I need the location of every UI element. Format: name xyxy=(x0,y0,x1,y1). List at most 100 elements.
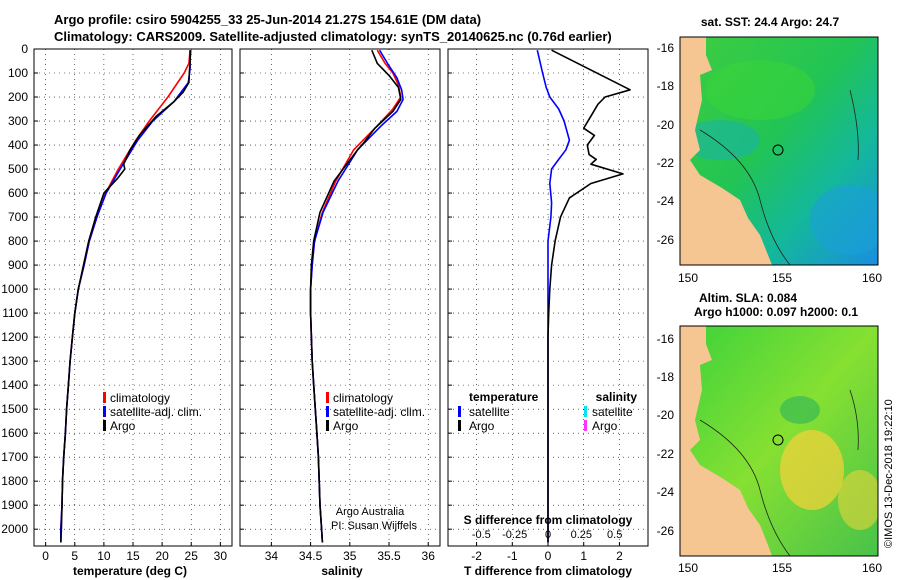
credit-pi: PI: Susan Wijffels xyxy=(331,520,417,532)
series-line-t-satellite xyxy=(536,50,571,543)
title-line-1: Argo profile: csiro 5904255_33 25-Jun-20… xyxy=(54,12,481,27)
x-tick-label: 2 xyxy=(616,549,623,563)
temperature-axis-label: temperature (deg C) xyxy=(73,564,187,578)
legend-swatch-satellite xyxy=(103,406,106,417)
legend-swatch-t-argo xyxy=(458,420,461,431)
lat-tick-label: -22 xyxy=(657,156,675,170)
series-line-argo xyxy=(309,49,402,543)
argo-position-marker xyxy=(772,434,784,446)
temperature-legend: climatology satellite-adj. clim. Argo xyxy=(103,391,202,433)
x-tick-label: 5 xyxy=(71,549,78,563)
depth-tick-label: 900 xyxy=(8,258,28,272)
salinity-legend: climatology satellite-adj. clim. Argo Ar… xyxy=(326,391,425,532)
legend-label-t-argo: Argo xyxy=(469,419,495,433)
legend-label-satellite: satellite-adj. clim. xyxy=(110,405,202,419)
legend-label-climatology: climatology xyxy=(110,391,170,405)
sla-map-title-1: Altim. SLA: 0.084 xyxy=(699,291,797,305)
depth-tick-label: 1400 xyxy=(1,378,28,392)
legend-swatch-climatology xyxy=(326,392,329,403)
depth-tick-label: 1800 xyxy=(1,474,28,488)
lon-tick-label: 150 xyxy=(678,271,698,285)
sst-map xyxy=(679,36,879,266)
legend-label-s-satellite: satellite xyxy=(592,405,633,419)
legend-swatch-argo xyxy=(326,420,329,431)
depth-tick-label: 1300 xyxy=(1,354,28,368)
imos-credit: ©IMOS 13-Dec-2018 19:22:10 xyxy=(883,399,895,548)
australia-landmass xyxy=(680,37,772,265)
depth-tick-label: 500 xyxy=(8,162,28,176)
legend-label-argo: Argo xyxy=(333,419,359,433)
legend-title-salinity: salinity xyxy=(596,390,638,404)
depth-tick-label: 1700 xyxy=(1,450,28,464)
depth-tick-label: 1500 xyxy=(1,402,28,416)
depth-tick-label: 800 xyxy=(8,234,28,248)
credit-argo-australia: Argo Australia xyxy=(336,506,405,518)
depth-tick-label: 0 xyxy=(21,42,28,56)
sla-map xyxy=(679,325,879,557)
s-diff-tick-label: 0.25 xyxy=(571,529,592,541)
bathymetry-contour xyxy=(699,419,791,556)
s-diff-tick-label: -0.25 xyxy=(502,529,527,541)
x-tick-label: 10 xyxy=(97,549,111,563)
x-tick-label: 35 xyxy=(343,549,357,563)
depth-axis: 0 100 200 300 400 500 600 700 800 900 1000 1100 1200… xyxy=(1,42,452,536)
lon-tick-label: 160 xyxy=(862,561,882,575)
legend-swatch-argo xyxy=(103,420,106,431)
salinity-axis-label: salinity xyxy=(321,564,363,578)
depth-tick-label: 1000 xyxy=(1,282,28,296)
s-diff-tick-label: 0.5 xyxy=(607,529,622,541)
sla-map-title-2: Argo h1000: 0.097 h2000: 0.1 xyxy=(694,305,858,319)
lat-tick-label: -20 xyxy=(657,118,675,132)
s-diff-tick-label: 0 xyxy=(545,529,551,541)
x-tick-label: 0 xyxy=(545,549,552,563)
s-difference-axis-label: S difference from climatology xyxy=(464,513,633,527)
lon-tick-label: 155 xyxy=(772,561,792,575)
x-tick-label: 34 xyxy=(265,549,279,563)
depth-tick-label: 1900 xyxy=(1,498,28,512)
series-line-t-argo xyxy=(547,49,631,543)
lon-tick-label: 155 xyxy=(772,271,792,285)
lat-tick-label: -20 xyxy=(657,408,675,422)
legend-swatch-s-satellite xyxy=(584,406,587,417)
x-tick-label: -2 xyxy=(471,549,482,563)
series-layer xyxy=(59,49,631,543)
legend-title-temperature: temperature xyxy=(469,390,539,404)
lat-tick-label: -16 xyxy=(657,332,675,346)
legend-swatch-t-satellite xyxy=(458,406,461,417)
depth-tick-label: 300 xyxy=(8,114,28,128)
lat-tick-label: -24 xyxy=(657,485,675,499)
depth-tick-label: 400 xyxy=(8,138,28,152)
depth-tick-label: 200 xyxy=(8,90,28,104)
legend-label-s-argo: Argo xyxy=(592,419,618,433)
legend-swatch-s-argo xyxy=(584,420,587,431)
bathymetry-contour xyxy=(699,129,791,265)
legend-swatch-satellite xyxy=(326,406,329,417)
lat-tick-label: -18 xyxy=(657,79,675,93)
x-tick-label: 15 xyxy=(126,549,140,563)
sst-map-title: sat. SST: 24.4 Argo: 24.7 xyxy=(701,15,840,29)
legend-label-climatology: climatology xyxy=(333,391,393,405)
legend-label-satellite: satellite-adj. clim. xyxy=(333,405,425,419)
argo-position-marker xyxy=(772,144,784,156)
lat-tick-label: -26 xyxy=(657,233,675,247)
x-tick-label: -1 xyxy=(507,549,518,563)
lon-tick-label: 160 xyxy=(862,271,882,285)
depth-tick-label: 600 xyxy=(8,186,28,200)
s-diff-tick-label: -0.5 xyxy=(472,529,491,541)
legend-swatch-climatology xyxy=(103,392,106,403)
title-line-2: Climatology: CARS2009. Satellite-adjuste… xyxy=(54,29,612,44)
x-tick-label: 30 xyxy=(214,549,228,563)
grid-layer xyxy=(34,48,648,546)
depth-tick-label: 1600 xyxy=(1,426,28,440)
t-difference-axis-label: T difference from climatology xyxy=(464,564,632,578)
depth-tick-label: 2000 xyxy=(1,522,28,536)
series-line-climatology xyxy=(309,49,402,543)
lat-tick-label: -16 xyxy=(657,41,675,55)
x-tick-label: 0 xyxy=(42,549,49,563)
sst-lon-ticks: 150 155 160 xyxy=(678,271,882,285)
australia-landmass xyxy=(680,326,772,556)
depth-tick-label: 1200 xyxy=(1,330,28,344)
lat-tick-label: -22 xyxy=(657,447,675,461)
x-tick-label: 1 xyxy=(580,549,587,563)
depth-tick-label: 1100 xyxy=(2,306,28,320)
